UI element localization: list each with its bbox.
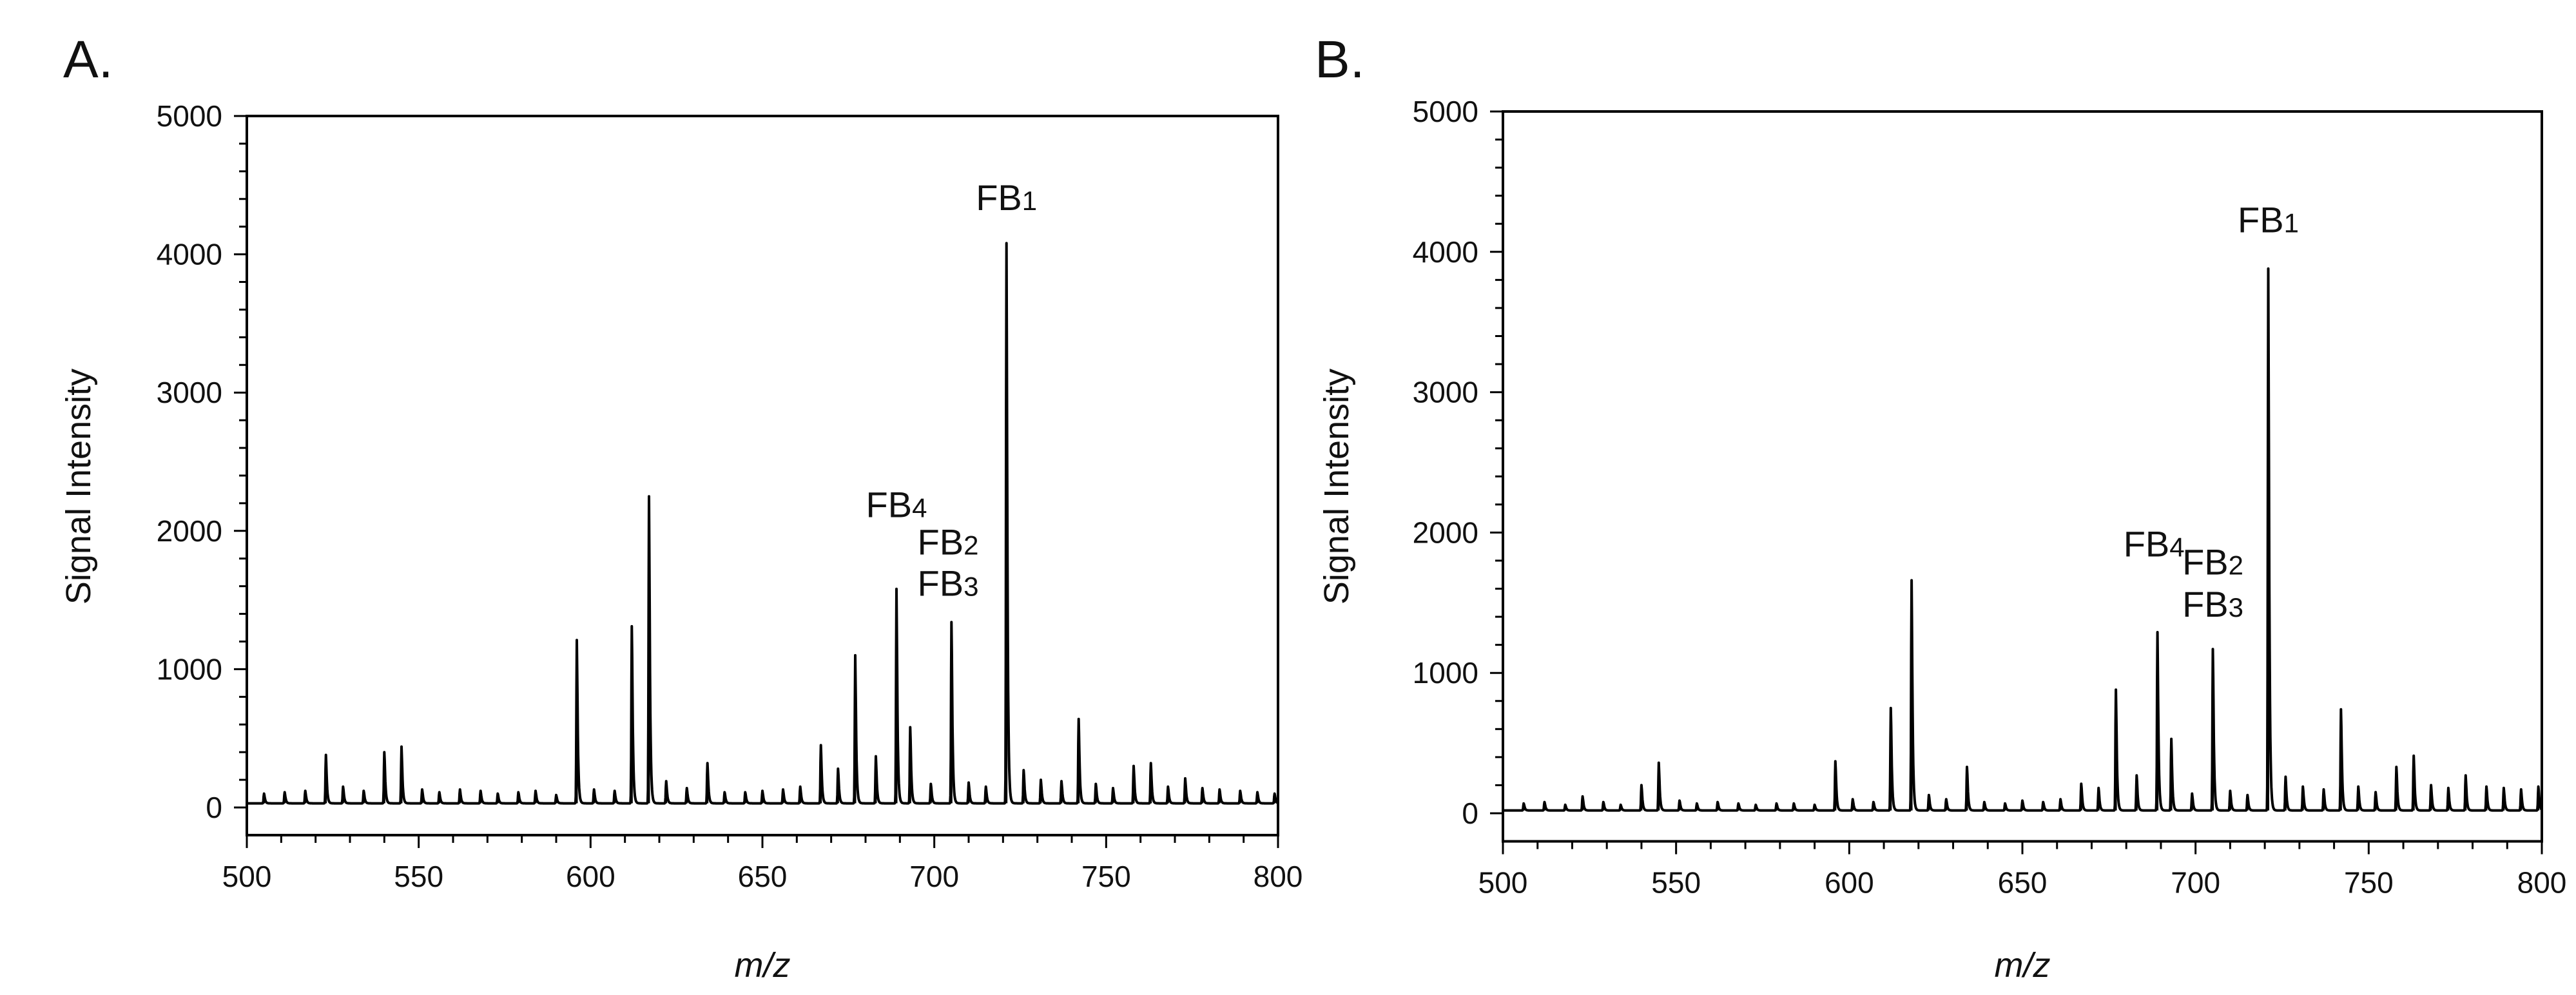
spectrum-trace xyxy=(1502,267,2543,812)
x-tick-label: 700 xyxy=(2171,866,2220,900)
x-axis-title: m/z xyxy=(735,946,791,985)
y-tick-label: 2000 xyxy=(1413,516,1478,549)
peak-annotation-fb1: FB1 xyxy=(2238,199,2299,240)
x-axis-title: m/z xyxy=(1995,946,2051,985)
x-tick-label: 600 xyxy=(1825,866,1874,900)
spectrum-trace xyxy=(246,242,1279,805)
y-tick-label: 4000 xyxy=(157,238,222,271)
annotation-base: FB xyxy=(2124,523,2170,564)
peak-annotation-fb1: FB1 xyxy=(976,177,1037,218)
annotation-subscript: 4 xyxy=(2169,532,2184,562)
annotation-subscript: 2 xyxy=(964,530,978,560)
y-tick-label: 5000 xyxy=(157,99,222,133)
x-tick-label: 800 xyxy=(2517,866,2567,900)
annotation-base: FB xyxy=(2182,584,2229,624)
y-tick-label: 4000 xyxy=(1413,235,1478,269)
panel-label: A. xyxy=(63,30,113,89)
plot-frame xyxy=(246,115,1279,836)
y-tick-label: 2000 xyxy=(157,514,222,548)
y-tick-label: 0 xyxy=(1462,797,1478,830)
x-tick-label: 800 xyxy=(1254,860,1303,893)
annotation-subscript: 3 xyxy=(2229,592,2243,623)
x-tick-label: 550 xyxy=(1651,866,1701,900)
peak-annotation-fb2: FB2 xyxy=(918,521,979,562)
annotation-base: FB xyxy=(2238,199,2284,240)
annotation-base: FB xyxy=(918,563,964,604)
annotation-subscript: 1 xyxy=(1022,186,1037,216)
annotation-subscript: 2 xyxy=(2229,550,2243,581)
x-tick-label: 500 xyxy=(222,860,272,893)
x-tick-label: 650 xyxy=(738,860,788,893)
y-tick-label: 5000 xyxy=(1413,95,1478,128)
y-tick-label: 0 xyxy=(206,791,222,824)
y-axis-title: Signal Intensity xyxy=(1317,369,1356,604)
x-tick-label: 650 xyxy=(1998,866,2048,900)
peak-annotation-fb3: FB3 xyxy=(918,563,979,604)
x-tick-label: 750 xyxy=(2344,866,2394,900)
plot-frame xyxy=(1502,110,2543,843)
annotation-subscript: 3 xyxy=(964,572,978,602)
y-tick-label: 3000 xyxy=(1413,376,1478,409)
y-tick-label: 3000 xyxy=(157,376,222,409)
panel-label: B. xyxy=(1315,30,1364,89)
peak-annotation-fb4: FB4 xyxy=(866,484,927,525)
annotation-base: FB xyxy=(918,521,964,562)
x-tick-label: 500 xyxy=(1478,866,1528,900)
x-tick-label: 600 xyxy=(566,860,615,893)
annotation-subscript: 1 xyxy=(2284,208,2299,238)
annotation-subscript: 4 xyxy=(912,492,927,523)
peak-annotation-fb2: FB2 xyxy=(2182,542,2243,583)
x-tick-label: 750 xyxy=(1081,860,1131,893)
x-tick-label: 550 xyxy=(394,860,443,893)
panel-a: 0 1000 2000 3000 4000 5000 500 550 600 650 700 750 8… xyxy=(59,30,1303,985)
annotation-base: FB xyxy=(866,484,913,525)
annotation-base: FB xyxy=(976,177,1022,218)
peak-annotation-fb3: FB3 xyxy=(2182,584,2243,624)
panel-b: 0 1000 2000 3000 4000 5000 500 550 600 650 700 750 8… xyxy=(1315,30,2566,985)
peak-annotation-fb4: FB4 xyxy=(2124,523,2185,564)
y-axis-title: Signal Intensity xyxy=(59,369,98,604)
annotation-base: FB xyxy=(2182,542,2229,583)
y-tick-label: 1000 xyxy=(157,652,222,686)
x-tick-label: 700 xyxy=(909,860,959,893)
y-tick-label: 1000 xyxy=(1413,656,1478,690)
